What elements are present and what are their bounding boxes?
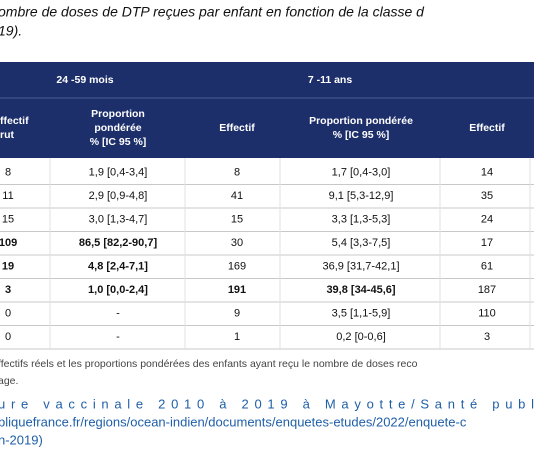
table-cell: 0,2 [0-0,6] xyxy=(336,331,386,343)
table-cell: 61 xyxy=(481,261,493,273)
table-cell: 30 xyxy=(231,237,243,249)
table-cell: 1,9 [0,4-3,4] xyxy=(89,167,148,179)
table-cell: 1 xyxy=(234,331,240,343)
column-header: Effectif xyxy=(469,122,505,134)
table-cell: 191 xyxy=(228,284,246,296)
group-header: 7 -11 ans xyxy=(308,74,353,86)
column-header: pondérée xyxy=(94,122,141,134)
column-header: % [IC 95 %] xyxy=(333,129,390,141)
table-cell: 5,4 [3,3-7,5] xyxy=(332,237,391,249)
table-cell: 24 xyxy=(481,214,493,226)
caption-line: ombre de doses de DTP reçues par enfant … xyxy=(0,4,425,20)
table-cell: 3 xyxy=(484,331,490,343)
table-cell: 187 xyxy=(478,284,496,296)
table-cell: 41 xyxy=(231,190,243,202)
group-header: 24 -59 mois xyxy=(56,74,113,86)
table-cell: 3,5 [1,1-5,9] xyxy=(332,308,391,320)
table-cell: 11 xyxy=(2,190,13,202)
table-cell: 86,5 [82,2-90,7] xyxy=(79,237,158,249)
table-cell: 9 xyxy=(234,308,240,320)
table-cell: 8 xyxy=(234,167,240,179)
table-cell: 0 xyxy=(5,308,11,320)
table-cell: 169 xyxy=(228,261,246,273)
table-cell: - xyxy=(116,308,120,320)
table-cell: 15 xyxy=(231,214,243,226)
table-cell: 1,0 [0,0-2,4] xyxy=(88,284,148,296)
table-cell: 2,9 [0,9-4,8] xyxy=(89,190,148,202)
table-cell: 17 xyxy=(481,237,493,249)
table-cell: 109 xyxy=(0,237,17,249)
source-line: ure vaccinale 2010 à 2019 à Mayotte/Sant… xyxy=(0,396,534,411)
table-cell: 39,8 [34-45,6] xyxy=(326,284,395,296)
caption-line: 19). xyxy=(0,23,22,39)
column-header: Proportion pondérée xyxy=(309,115,413,127)
column-header: ffectif xyxy=(0,115,29,127)
note-line: ffectifs réels et les proportions pondér… xyxy=(0,358,418,370)
table-cell: 36,9 [31,7-42,1] xyxy=(322,261,399,273)
table-cell: - xyxy=(116,331,120,343)
table-header xyxy=(0,62,534,158)
column-header: Proportion xyxy=(91,108,145,120)
table-cell: 4,8 [2,4-7,1] xyxy=(88,261,148,273)
table-cell: 15 xyxy=(2,214,14,226)
table-cell: 3 xyxy=(5,284,11,296)
table-cell: 0 xyxy=(5,331,11,343)
column-header: Effectif xyxy=(219,122,255,134)
column-header: rut xyxy=(0,129,15,141)
table-cell: 9,1 [5,3-12,9] xyxy=(329,190,394,202)
table-cell: 8 xyxy=(5,167,11,179)
table-cell: 110 xyxy=(478,308,496,320)
table-cell: 3,3 [1,3-5,3] xyxy=(332,214,391,226)
column-header: % [IC 95 %] xyxy=(90,136,147,148)
source-line: n-2019) xyxy=(0,432,43,447)
table-cell: 14 xyxy=(481,167,493,179)
table-cell: 35 xyxy=(481,190,493,202)
note-line: age. xyxy=(0,375,18,387)
table-cell: 19 xyxy=(2,261,14,273)
source-line: bliquefrance.fr/regions/ocean-indien/doc… xyxy=(0,414,467,429)
table-cell: 1,7 [0,4-3,0] xyxy=(332,167,391,179)
table-cell: 3,0 [1,3-4,7] xyxy=(89,214,148,226)
